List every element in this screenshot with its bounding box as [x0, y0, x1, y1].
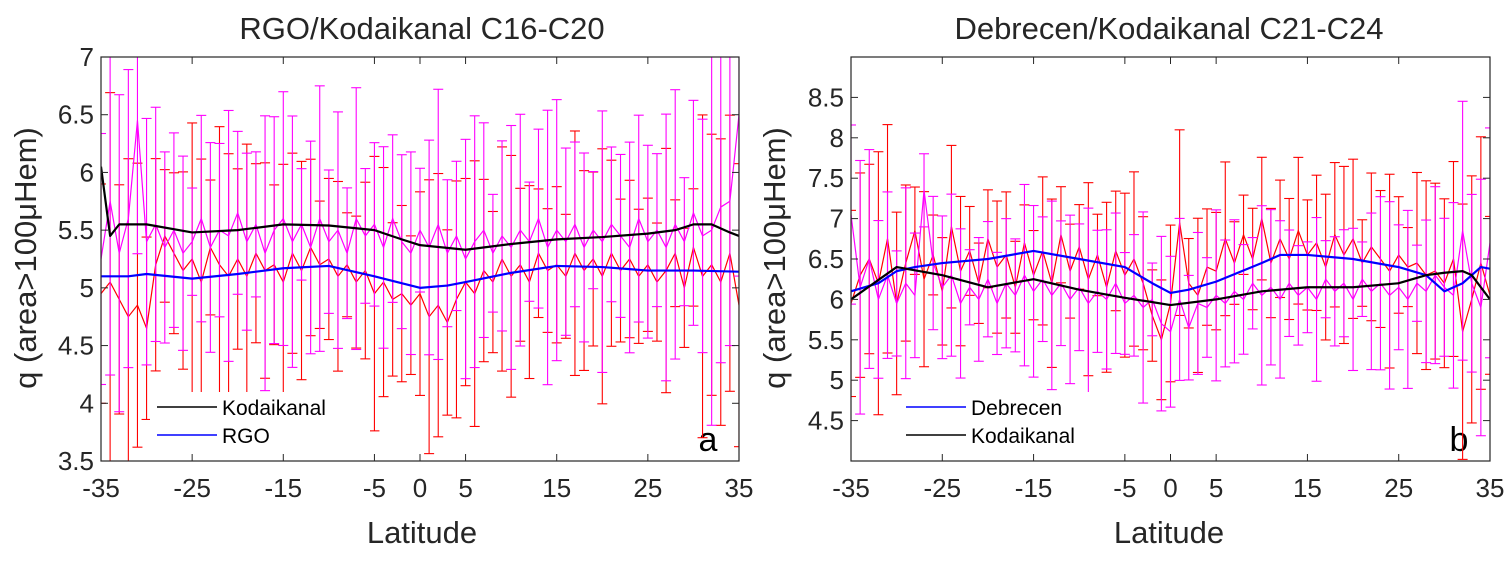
x-tick-label: 5: [1209, 473, 1223, 503]
panel-b-legend-label-debrecen: Debrecen: [971, 397, 1062, 420]
y-tick-label: 6: [830, 284, 844, 314]
x-tick-label: 25: [1384, 473, 1413, 503]
y-tick-label: 5: [830, 365, 844, 395]
panel-b-smooth-debrecen: [851, 249, 1490, 295]
y-tick-label: 6.5: [808, 244, 844, 274]
y-tick-label: 8: [830, 123, 844, 153]
panel-a-legend-label-rgo: RGO: [222, 425, 270, 448]
panel-b-legend: Debrecen Kodaikanal: [902, 392, 1122, 452]
panel-a-title: RGO/Kodaikanal C16-C20: [239, 11, 604, 46]
x-tick-label: 0: [1163, 473, 1177, 503]
panel-a-ylabel: q (area>100μHem): [8, 127, 43, 389]
y-tick-label: 4.5: [808, 406, 844, 436]
panel-a-chart: RGO/Kodaikanal C16-C20 q (area>100μHem) …: [8, 11, 754, 550]
y-tick-label: 5.5: [58, 215, 94, 245]
y-tick-label: 5: [80, 273, 94, 303]
x-tick-label: 35: [725, 473, 754, 503]
panel-a-legend-box: [150, 392, 370, 452]
panel-a-legend: Kodaikanal RGO: [150, 392, 370, 452]
x-tick-label: -15: [1015, 473, 1053, 503]
panel-b-legend-box: [902, 392, 1122, 452]
x-tick-label: 25: [633, 473, 662, 503]
panel-b-letter: b: [1450, 421, 1469, 459]
y-tick-label: 8.5: [808, 82, 844, 112]
panel-a-letter: a: [699, 421, 718, 459]
x-tick-label: 0: [413, 473, 427, 503]
y-tick-label: 5.5: [808, 325, 844, 355]
x-tick-label: -5: [1113, 473, 1136, 503]
panel-b-title: Debrecen/Kodaikanal C21-C24: [954, 11, 1383, 46]
x-tick-label: -35: [832, 473, 870, 503]
x-tick-label: -5: [363, 473, 386, 503]
x-tick-label: 35: [1476, 473, 1505, 503]
panel-b-ylabel: q (area>100μHem): [757, 127, 792, 389]
panel-b-smooth-kodaikanal: [851, 265, 1490, 307]
x-tick-label: -15: [264, 473, 302, 503]
x-tick-label: -25: [923, 473, 961, 503]
panel-b-xlabel: Latitude: [1114, 515, 1224, 550]
y-tick-label: 7: [830, 204, 844, 234]
y-tick-label: 7: [80, 42, 94, 72]
panel-b-plot-area: [851, 100, 1490, 460]
panel-a-plot-area: [101, 57, 739, 461]
panel-a-smooth-rgo: [101, 264, 739, 289]
panel-b-line-kodaikanal-raw: [851, 190, 1490, 333]
y-tick-label: 6: [80, 157, 94, 187]
panel-a-smooth-kodaikanal: [101, 166, 739, 251]
y-tick-label: 4.5: [58, 331, 94, 361]
panel-b-ylabel-wrap: q (area>100μHem): [757, 127, 792, 389]
panel-a-line-rgo-raw: [101, 114, 739, 261]
x-tick-label: -35: [82, 473, 120, 503]
x-tick-label: 5: [458, 473, 472, 503]
panel-a-ylabel-wrap: q (area>100μHem): [8, 127, 43, 389]
y-tick-label: 7.5: [808, 163, 844, 193]
y-tick-label: 3.5: [58, 446, 94, 476]
panel-b-chart: Debrecen/Kodaikanal C21-C24 q (area>100μ…: [757, 11, 1504, 550]
panel-a-xlabel: Latitude: [367, 515, 477, 550]
panel-a-line-kodaikanal-raw: [101, 234, 739, 331]
panel-b-errorbars-kodaikanal-raw: [851, 100, 1490, 437]
x-tick-label: 15: [542, 473, 571, 503]
y-tick-label: 6.5: [58, 100, 94, 130]
y-tick-label: 4: [80, 388, 94, 418]
panel-a-legend-label-kodaikanal: Kodaikanal: [222, 397, 326, 420]
panel-b-legend-label-kodaikanal: Kodaikanal: [971, 425, 1075, 448]
x-tick-label: -25: [173, 473, 211, 503]
x-tick-label: 15: [1293, 473, 1322, 503]
